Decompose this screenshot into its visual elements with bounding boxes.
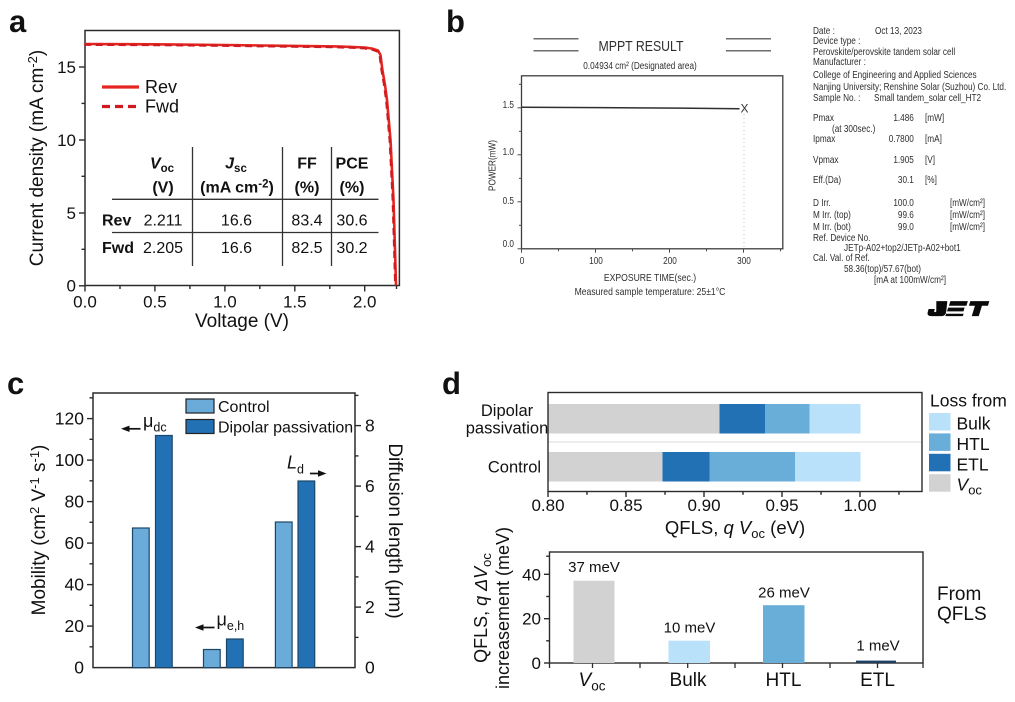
svg-text:0.95: 0.95 bbox=[765, 496, 798, 515]
svg-text:40: 40 bbox=[65, 575, 85, 595]
svg-text:0: 0 bbox=[365, 658, 375, 678]
svg-text:0: 0 bbox=[532, 654, 541, 673]
svg-text:(mA cm-2): (mA cm-2) bbox=[200, 178, 274, 196]
svg-text:From: From bbox=[937, 584, 981, 605]
svg-text:Rev: Rev bbox=[102, 212, 131, 229]
svg-text:increasement (meV): increasement (meV) bbox=[493, 527, 513, 689]
svg-text:26 meV: 26 meV bbox=[758, 585, 810, 602]
svg-text:Voc: Voc bbox=[957, 475, 983, 498]
svg-text:1.00: 1.00 bbox=[843, 496, 876, 515]
svg-text:ETL: ETL bbox=[860, 670, 895, 691]
svg-text:0.85: 0.85 bbox=[609, 496, 642, 515]
svg-text:10: 10 bbox=[57, 131, 76, 150]
svg-text:15: 15 bbox=[57, 58, 76, 77]
svg-text:40: 40 bbox=[522, 565, 541, 584]
svg-text:Mobility (cm2 V-1 s-1): Mobility (cm2 V-1 s-1) bbox=[27, 445, 50, 616]
svg-text:ETL: ETL bbox=[957, 454, 989, 474]
svg-text:1.0: 1.0 bbox=[213, 293, 237, 312]
svg-text:Fwd: Fwd bbox=[145, 97, 179, 117]
svg-text:Loss from: Loss from bbox=[930, 390, 1007, 410]
svg-text:20: 20 bbox=[65, 616, 85, 636]
svg-text:Ld: Ld bbox=[287, 453, 304, 477]
svg-text:Control: Control bbox=[218, 399, 270, 416]
svg-text:30.2: 30.2 bbox=[336, 240, 367, 257]
svg-text:(%): (%) bbox=[340, 179, 365, 196]
svg-text:Fwd: Fwd bbox=[102, 240, 134, 257]
svg-text:QFLS: QFLS bbox=[937, 604, 987, 625]
svg-text:Dipolar passivation: Dipolar passivation bbox=[218, 420, 353, 437]
svg-text:0: 0 bbox=[67, 277, 76, 296]
svg-text:120: 120 bbox=[55, 409, 84, 429]
svg-text:2.211: 2.211 bbox=[144, 212, 183, 229]
svg-text:Current density (mA cm-2): Current density (mA cm-2) bbox=[25, 50, 48, 266]
svg-text:8: 8 bbox=[365, 416, 375, 436]
svg-text:PCE: PCE bbox=[336, 156, 369, 173]
svg-text:0.0: 0.0 bbox=[73, 293, 97, 312]
svg-text:Jsc: Jsc bbox=[225, 156, 247, 176]
svg-text:2.0: 2.0 bbox=[353, 293, 377, 312]
svg-text:Voc: Voc bbox=[150, 156, 175, 176]
svg-text:μe,h: μe,h bbox=[217, 610, 245, 634]
svg-text:Control: Control bbox=[488, 459, 541, 477]
svg-text:Voc: Voc bbox=[579, 670, 606, 694]
svg-text:10 meV: 10 meV bbox=[664, 620, 716, 637]
svg-text:FF: FF bbox=[297, 156, 317, 173]
svg-text:16.6: 16.6 bbox=[221, 212, 252, 229]
svg-text:Dipolar: Dipolar bbox=[481, 402, 534, 420]
svg-text:Diffusion length (μm): Diffusion length (μm) bbox=[384, 443, 405, 618]
svg-text:HTL: HTL bbox=[957, 434, 990, 454]
svg-text:0.80: 0.80 bbox=[531, 496, 564, 515]
svg-text:82.5: 82.5 bbox=[291, 240, 322, 257]
svg-text:4: 4 bbox=[365, 537, 375, 557]
svg-text:(%): (%) bbox=[295, 179, 320, 196]
svg-text:5: 5 bbox=[67, 204, 76, 223]
svg-text:(V): (V) bbox=[152, 179, 173, 196]
svg-text:20: 20 bbox=[522, 610, 541, 629]
svg-text:60: 60 bbox=[65, 533, 85, 553]
svg-text:μdc: μdc bbox=[143, 411, 167, 435]
svg-text:0.90: 0.90 bbox=[687, 496, 720, 515]
svg-text:Voltage (V): Voltage (V) bbox=[195, 311, 289, 332]
svg-text:0.5: 0.5 bbox=[143, 293, 167, 312]
svg-text:2: 2 bbox=[365, 597, 375, 617]
svg-text:Bulk: Bulk bbox=[670, 670, 707, 691]
svg-text:16.6: 16.6 bbox=[221, 240, 252, 257]
svg-text:QFLS, q ΔVoc: QFLS, q ΔVoc bbox=[471, 553, 494, 663]
svg-text:6: 6 bbox=[365, 476, 375, 496]
svg-text:80: 80 bbox=[65, 492, 85, 512]
svg-text:37 meV: 37 meV bbox=[568, 559, 620, 576]
svg-text:HTL: HTL bbox=[766, 670, 802, 691]
svg-text:30.6: 30.6 bbox=[336, 212, 367, 229]
svg-text:0: 0 bbox=[74, 658, 84, 678]
svg-text:Bulk: Bulk bbox=[957, 413, 991, 433]
svg-text:2.205: 2.205 bbox=[143, 240, 183, 257]
svg-text:X: X bbox=[740, 102, 748, 116]
svg-text:83.4: 83.4 bbox=[291, 212, 322, 229]
svg-text:passivation: passivation bbox=[466, 420, 549, 438]
svg-text:1.5: 1.5 bbox=[283, 293, 307, 312]
svg-text:QFLS, q Voc (eV): QFLS, q Voc (eV) bbox=[665, 517, 805, 541]
svg-text:Rev: Rev bbox=[145, 77, 177, 97]
svg-text:100: 100 bbox=[55, 450, 84, 470]
svg-text:1 meV: 1 meV bbox=[856, 638, 899, 655]
